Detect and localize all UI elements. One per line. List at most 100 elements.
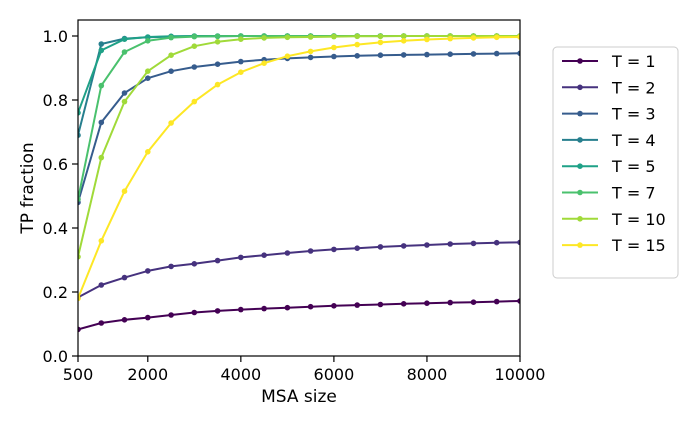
y-tick-label: 0.8 xyxy=(43,91,68,110)
data-point xyxy=(354,302,361,308)
data-point xyxy=(447,241,454,247)
x-tick-label: 500 xyxy=(63,365,94,384)
data-point xyxy=(447,299,454,306)
data-point xyxy=(424,300,430,307)
x-tick-label: 2000 xyxy=(127,365,168,384)
data-point xyxy=(354,245,361,251)
data-point xyxy=(78,295,81,302)
legend-item: T = 7 xyxy=(562,184,656,203)
series-line xyxy=(78,35,520,258)
data-point xyxy=(238,254,244,261)
data-point xyxy=(284,53,291,59)
data-point xyxy=(331,246,337,253)
x-axis-label: MSA size xyxy=(261,387,337,407)
data-point xyxy=(377,39,384,46)
data-point xyxy=(191,98,198,105)
data-point xyxy=(98,41,105,47)
series-5 xyxy=(78,33,520,116)
data-point xyxy=(145,75,151,81)
data-point xyxy=(145,68,151,74)
data-point xyxy=(78,326,81,333)
data-point xyxy=(121,317,128,323)
data-point xyxy=(447,51,454,57)
x-tick-label: 8000 xyxy=(407,365,448,384)
legend-item: T = 15 xyxy=(562,236,666,255)
legend: T = 1 T = 2 T = 3 T = 4 T = 5 T = 7 T = 10 T = … xyxy=(552,46,679,279)
y-tick-label: 1.0 xyxy=(43,27,68,46)
x-tick-label: 10000 xyxy=(495,365,546,384)
data-point xyxy=(98,238,105,244)
data-point xyxy=(377,52,384,58)
data-point xyxy=(493,239,500,246)
data-point xyxy=(214,257,221,264)
data-point xyxy=(238,69,244,75)
data-point xyxy=(517,298,520,304)
data-point xyxy=(191,43,198,49)
series-8 xyxy=(78,34,520,302)
data-point xyxy=(470,51,477,57)
data-point xyxy=(191,64,198,70)
data-point xyxy=(168,68,174,74)
legend-label: T = 4 xyxy=(611,131,656,150)
data-point xyxy=(214,61,221,67)
data-point xyxy=(307,54,314,61)
legend-label: T = 1 xyxy=(611,52,656,71)
data-point xyxy=(470,299,477,306)
data-point xyxy=(238,306,244,313)
series-line xyxy=(78,300,520,331)
data-point xyxy=(261,35,267,41)
data-point xyxy=(78,254,81,260)
data-point xyxy=(284,250,291,256)
legend-label: T = 3 xyxy=(611,105,656,124)
data-point xyxy=(331,53,337,60)
y-tick-label: 0.6 xyxy=(43,155,68,174)
data-point xyxy=(98,119,105,126)
legend-swatch-marker xyxy=(577,242,583,248)
data-point xyxy=(168,34,174,41)
data-point xyxy=(470,240,477,247)
data-point xyxy=(354,33,361,40)
data-point xyxy=(261,305,267,312)
data-point xyxy=(493,298,500,305)
legend-item: T = 10 xyxy=(562,210,666,229)
x-tick-label: 4000 xyxy=(220,365,261,384)
series-group xyxy=(78,33,520,333)
data-point xyxy=(261,60,267,66)
data-point xyxy=(121,36,128,42)
data-point xyxy=(78,132,81,138)
data-point xyxy=(447,35,454,42)
data-point xyxy=(284,304,291,311)
data-point xyxy=(78,110,81,116)
series-3 xyxy=(78,50,520,206)
legend-frame xyxy=(552,46,679,279)
data-point xyxy=(98,282,105,288)
series-7 xyxy=(78,33,520,260)
legend-label: T = 5 xyxy=(611,157,656,176)
legend-swatch-marker xyxy=(577,163,583,169)
data-point xyxy=(493,50,500,57)
y-tick-label: 0.0 xyxy=(43,347,68,366)
data-point xyxy=(493,34,500,41)
data-point xyxy=(517,50,520,57)
axes: 500 2000 4000 6000 8000 10000 0.0 0.2 0.4 0.6 0.8 1… xyxy=(43,27,546,384)
legend-swatch-marker xyxy=(577,58,583,64)
data-point xyxy=(400,243,407,249)
data-point xyxy=(377,244,384,250)
data-point xyxy=(307,303,314,310)
y-tick-label: 0.4 xyxy=(43,219,68,238)
legend-swatch-marker xyxy=(577,110,583,117)
data-point xyxy=(238,36,244,42)
plot-area xyxy=(78,33,520,333)
legend-label: T = 2 xyxy=(611,78,656,97)
data-point xyxy=(191,261,198,267)
data-point xyxy=(168,120,174,126)
data-point xyxy=(331,33,337,40)
legend-swatch-marker xyxy=(577,189,583,196)
series-4 xyxy=(78,33,520,138)
data-point xyxy=(400,52,407,58)
data-point xyxy=(121,49,128,55)
series-line xyxy=(78,241,520,299)
data-point xyxy=(98,82,105,89)
data-point xyxy=(145,38,151,44)
data-point xyxy=(400,33,407,39)
